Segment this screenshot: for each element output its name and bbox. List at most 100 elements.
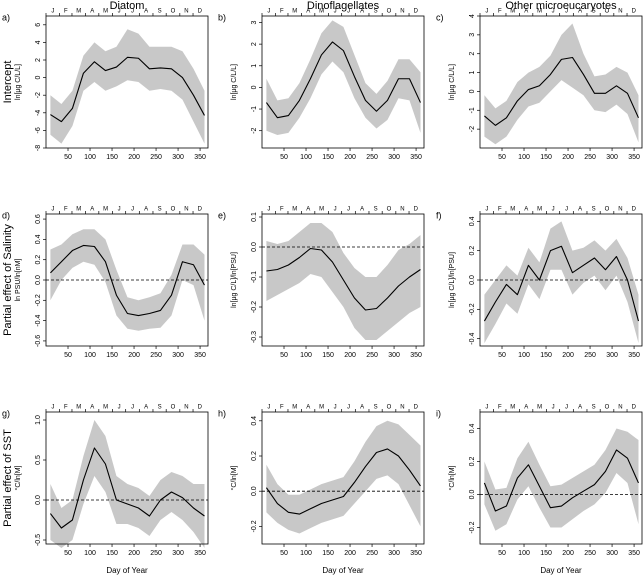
panel-label: i)	[436, 408, 441, 418]
x-tick-label: 50	[64, 154, 72, 161]
x-tick-label: 50	[498, 352, 506, 359]
month-label: A	[578, 405, 582, 411]
month-label: M	[510, 405, 515, 411]
y-axis-label: °C/ln[M]	[448, 465, 456, 490]
x-tick-label: 50	[280, 154, 288, 161]
y-axis-label: ln[µg C/L/L]	[15, 64, 22, 100]
y-tick-label: 0.2	[251, 451, 258, 461]
month-label: A	[306, 207, 310, 213]
plot-frame	[45, 411, 209, 545]
smooth-line	[483, 245, 640, 322]
x-tick-label: 100	[84, 154, 96, 161]
x-tick-label: 150	[540, 352, 552, 359]
month-label: M	[319, 9, 324, 15]
month-label: F	[64, 9, 68, 15]
panel-label: h)	[218, 408, 226, 418]
y-axis-label: ln[µg C/L]/ln[PSU]	[231, 252, 238, 308]
y-tick-label: -0.6	[35, 335, 42, 347]
confidence-band	[266, 420, 421, 534]
month-label: J	[347, 405, 350, 411]
confidence-band	[50, 229, 205, 331]
column-title: Diatom	[110, 0, 145, 12]
month-label: N	[184, 9, 188, 15]
y-tick-label: -0.5	[35, 534, 42, 546]
x-tick-label: 50	[280, 550, 288, 557]
y-tick-label: 3	[469, 33, 476, 37]
x-tick-label: 200	[128, 154, 140, 161]
y-tick-label: 4	[35, 40, 42, 44]
x-tick-label: 300	[606, 154, 618, 161]
x-tick-label: 250	[150, 550, 162, 557]
y-tick-label: -2	[251, 127, 258, 133]
month-label: F	[280, 405, 284, 411]
smooth-line	[49, 447, 205, 529]
month-label: J	[485, 9, 488, 15]
x-tick-label: 100	[518, 550, 530, 557]
smooth-line	[266, 247, 421, 311]
y-tick-label: 0.1	[251, 212, 258, 222]
x-tick-label: 150	[540, 550, 552, 557]
month-label: N	[400, 207, 404, 213]
month-label: F	[498, 9, 502, 15]
month-label: F	[280, 207, 284, 213]
month-label: J	[552, 405, 555, 411]
x-tick-label: 300	[388, 352, 400, 359]
x-tick-label: 200	[562, 550, 574, 557]
confidence-band	[484, 23, 639, 145]
x-tick-label: 100	[84, 550, 96, 557]
month-label: M	[510, 207, 515, 213]
month-label: M	[292, 9, 297, 15]
month-label: O	[387, 9, 392, 15]
y-tick-label: 0.4	[469, 424, 476, 434]
y-tick-label: -1	[251, 106, 258, 112]
y-tick-label: -1	[469, 107, 476, 113]
month-label: J	[131, 405, 134, 411]
x-tick-label: 50	[64, 550, 72, 557]
plot-frame	[261, 411, 425, 545]
month-label: J	[267, 207, 270, 213]
month-label: A	[144, 207, 148, 213]
y-tick-label: 0.0	[469, 275, 476, 285]
month-label: A	[90, 207, 94, 213]
x-tick-label: 350	[410, 154, 422, 161]
x-tick-label: 300	[606, 352, 618, 359]
month-label: A	[306, 405, 310, 411]
y-axis-label: ln[µg C/L]/ln[PSU]	[449, 252, 456, 308]
x-tick-label: 300	[388, 550, 400, 557]
y-tick-label: 1.0	[35, 415, 42, 425]
y-tick-label: 0	[35, 76, 42, 80]
month-label: O	[387, 207, 392, 213]
plot-frame	[45, 15, 209, 149]
y-tick-label: 0.4	[35, 234, 42, 244]
y-tick-label: 0	[469, 89, 476, 93]
y-tick-label: -0.1	[251, 271, 258, 283]
column-title: Other microeucaryotes	[505, 0, 617, 12]
month-label: A	[144, 9, 148, 15]
y-tick-label: -2	[35, 92, 42, 98]
x-tick-label: 200	[562, 154, 574, 161]
y-tick-label: 0.0	[35, 275, 42, 285]
month-label: O	[387, 405, 392, 411]
month-label: A	[90, 9, 94, 15]
x-tick-label: 350	[628, 352, 640, 359]
panel-label: b)	[218, 12, 226, 22]
x-tick-label: 350	[410, 352, 422, 359]
month-label: A	[306, 9, 310, 15]
month-label: F	[280, 9, 284, 15]
smooth-line	[50, 56, 205, 123]
month-label: N	[618, 405, 622, 411]
y-tick-label: 2	[251, 42, 258, 46]
y-tick-label: -0.4	[469, 333, 476, 345]
month-label: N	[400, 9, 404, 15]
month-label: M	[537, 9, 542, 15]
y-tick-label: -0.4	[35, 314, 42, 326]
x-tick-label: 100	[518, 352, 530, 359]
y-tick-label: 4	[469, 14, 476, 18]
month-label: D	[632, 9, 637, 15]
month-label: S	[374, 207, 378, 213]
confidence-band	[50, 29, 205, 144]
month-label: M	[103, 9, 108, 15]
x-tick-label: 300	[172, 550, 184, 557]
x-tick-label: 50	[64, 352, 72, 359]
x-tick-label: 200	[562, 352, 574, 359]
